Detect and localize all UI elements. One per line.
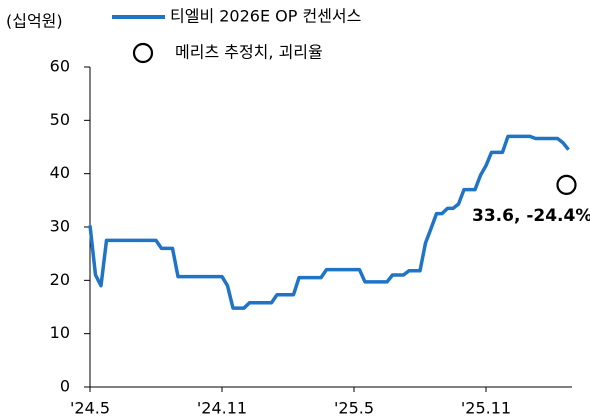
x-tick-label: '24.5	[70, 399, 110, 416]
y-tick-label: 30	[50, 217, 70, 236]
annotation: 33.6, -24.4%	[472, 206, 590, 226]
y-tick-label: 20	[50, 270, 70, 289]
legend-marker	[132, 42, 154, 64]
x-tick-label: '25.11	[461, 399, 511, 416]
y-tick-label: 0	[60, 377, 70, 396]
x-tick-label: '24.11	[197, 399, 247, 416]
y-tick-label: 10	[50, 323, 70, 342]
legend-label: 티엘비 2026E OP 컨센서스	[170, 7, 361, 26]
y-tick-label: 60	[50, 57, 70, 76]
legend-label: 메리츠 추정치, 괴리율	[175, 43, 323, 62]
marker	[556, 174, 577, 195]
line	[88, 134, 570, 310]
y-tick-label: 40	[50, 163, 70, 182]
y-tick-label: 50	[50, 110, 70, 129]
y-axis-label: (십억원)	[6, 12, 63, 31]
x-tick-label: '25.5	[334, 399, 374, 416]
